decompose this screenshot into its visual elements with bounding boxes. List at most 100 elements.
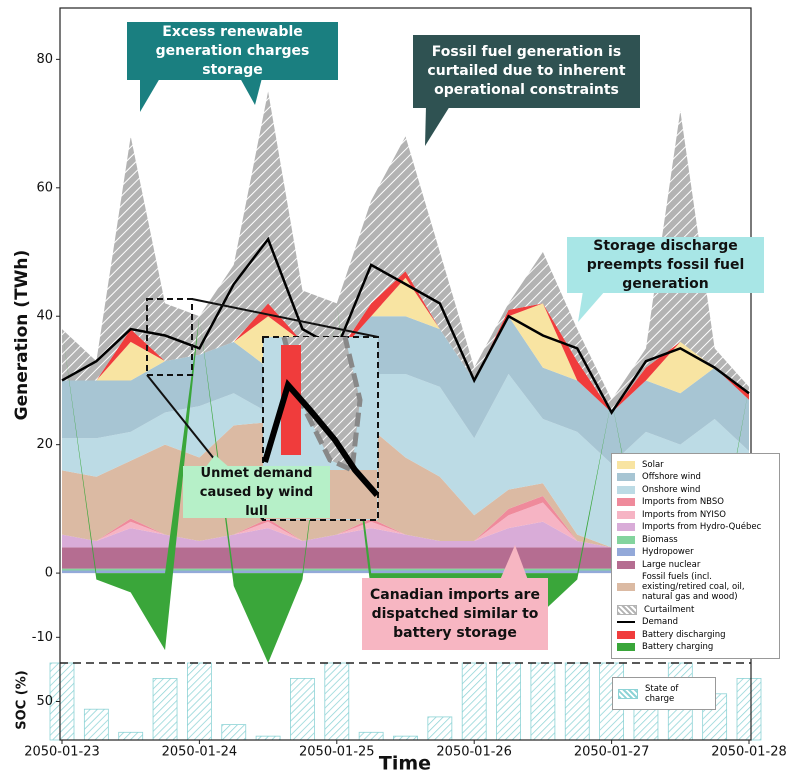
legend-entry: Fossil fuels (incl. existing/retired coa…	[617, 572, 774, 602]
legend-swatch	[617, 535, 635, 544]
y-tick-label: 0	[45, 566, 53, 581]
stacked-area	[62, 374, 749, 548]
legend-label: State of charge	[645, 683, 679, 704]
soc-bar	[358, 731, 384, 741]
legend-entry: Battery charging	[617, 642, 774, 652]
soc-bar	[599, 662, 624, 741]
soc-bar	[186, 662, 212, 741]
legend-swatch	[617, 460, 635, 469]
stacked-area	[62, 547, 749, 569]
legend-label: Curtailment	[644, 604, 695, 615]
plot-frame	[59, 7, 752, 741]
callout: Fossil fuel generation is curtailed due …	[413, 35, 640, 108]
legend-label: Battery discharging	[642, 629, 726, 640]
stacked-area	[62, 570, 749, 574]
y-tick-label: 50	[36, 694, 53, 709]
soc-bar	[496, 662, 521, 741]
legend-label: Imports from NYISO	[642, 509, 726, 520]
soc-axis-label: SOC (%)	[15, 670, 30, 729]
x-tick-label: 2050-01-28	[711, 745, 787, 760]
legend: Solar Offshore wind Onshore wind Imports fr…	[611, 453, 780, 659]
callout-pointer	[500, 545, 528, 580]
soc-bar	[290, 678, 315, 741]
x-axis-label: Time	[379, 753, 431, 773]
callout-pointer	[425, 106, 450, 146]
legend-swatch	[617, 560, 635, 569]
legend: State of charge	[612, 677, 716, 710]
legend-label: Solar	[642, 459, 664, 470]
y-axis-label: Generation (TWh)	[12, 250, 32, 421]
legend-swatch	[617, 485, 635, 494]
callout: Excess renewable generation charges stor…	[127, 22, 338, 80]
stacked-area	[62, 568, 749, 571]
legend-label: Offshore wind	[642, 472, 701, 482]
legend-entry: Imports from Hydro-Québec	[617, 522, 774, 532]
y-tick-label: -10	[32, 630, 53, 645]
legend-label: Biomass	[642, 534, 678, 545]
callout-pointer	[140, 78, 160, 112]
soc-bar	[564, 662, 590, 741]
legend-swatch	[617, 583, 635, 591]
legend-swatch	[617, 473, 635, 481]
legend-entry: Curtailment	[617, 604, 774, 615]
legend-label: Onshore wind	[642, 484, 701, 495]
x-tick-label: 2050-01-23	[24, 745, 100, 760]
x-tick-label: 2050-01-24	[162, 745, 238, 760]
y-tick-label: 20	[36, 437, 53, 452]
legend-entry: Offshore wind	[617, 472, 774, 482]
y-tick-label: 80	[36, 52, 53, 67]
legend-label: Demand	[642, 617, 679, 627]
legend-entry: Large nuclear	[617, 560, 774, 570]
callout-pointer	[205, 455, 230, 468]
legend-label: Fossil fuels (incl. existing/retired coa…	[642, 572, 745, 602]
stacked-area	[62, 271, 749, 413]
legend-label: Large nuclear	[642, 559, 701, 570]
legend-label: Battery charging	[642, 642, 714, 652]
legend-swatch	[617, 510, 635, 519]
stacked-area	[62, 91, 749, 413]
y-tick-label: 60	[36, 180, 53, 195]
legend-entry: Battery discharging	[617, 630, 774, 640]
legend-entry: Biomass	[617, 535, 774, 545]
legend-swatch	[617, 604, 637, 615]
soc-bar	[530, 662, 556, 741]
soc-bar	[152, 678, 178, 741]
legend-swatch	[617, 643, 635, 651]
legend-entry: Demand	[617, 617, 774, 627]
legend-entry: State of charge	[618, 684, 710, 704]
legend-entry: Solar	[617, 460, 774, 470]
x-tick-label: 2050-01-25	[299, 745, 375, 760]
callout: Canadian imports are dispatched similar …	[362, 578, 548, 650]
soc-bar	[427, 716, 453, 741]
stacked-area	[62, 303, 749, 663]
plot-area	[49, 91, 762, 741]
y-tick-label: 40	[36, 309, 53, 324]
soc-bar	[83, 708, 109, 741]
callout-pointer	[578, 291, 605, 322]
callout: Unmet demand caused by wind lull	[183, 466, 330, 519]
legend-entry: Imports from NBSO	[617, 497, 774, 507]
legend-entry: Onshore wind	[617, 485, 774, 495]
soc-bar	[221, 724, 247, 741]
legend-entry: Hydropower	[617, 547, 774, 557]
legend-entry: Imports from NYISO	[617, 510, 774, 520]
legend-swatch	[617, 498, 635, 506]
legend-swatch	[618, 688, 638, 699]
x-tick-label: 2050-01-26	[436, 745, 512, 760]
soc-bar	[736, 678, 762, 741]
legend-swatch	[617, 630, 635, 639]
legend-label: Hydropower	[642, 547, 694, 557]
legend-label: Imports from NBSO	[642, 497, 724, 507]
x-tick-label: 2050-01-27	[574, 745, 650, 760]
legend-label: Imports from Hydro-Québec	[642, 522, 762, 532]
soc-bar	[49, 662, 75, 741]
soc-bar	[118, 731, 144, 741]
stacked-area	[62, 316, 749, 464]
legend-swatch	[617, 523, 635, 531]
legend-swatch	[617, 621, 635, 623]
legend-swatch	[617, 548, 635, 556]
callout: Storage discharge preempts fossil fuel g…	[567, 237, 764, 293]
demand-line	[61, 236, 750, 415]
